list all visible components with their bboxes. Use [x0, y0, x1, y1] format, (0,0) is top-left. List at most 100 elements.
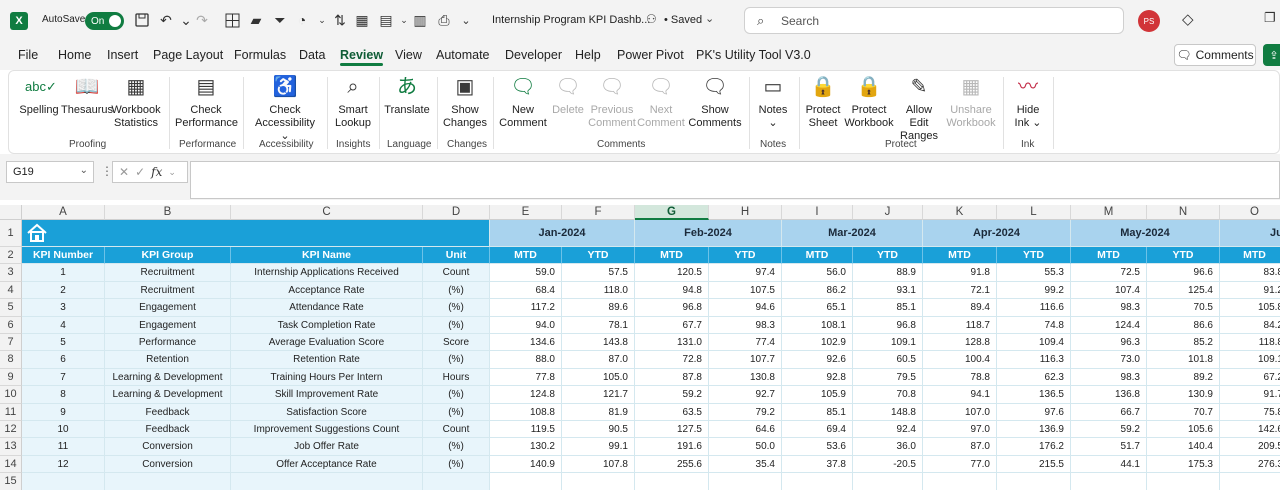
row-header[interactable]: 15 [0, 473, 22, 490]
table-cell[interactable]: 136.9 [997, 421, 1071, 439]
table-cell[interactable]: Conversion [105, 455, 231, 474]
column-header-k[interactable]: K [923, 205, 997, 220]
table-cell[interactable]: 72.1 [923, 281, 997, 300]
table-cell[interactable]: 140.9 [490, 455, 562, 474]
table-cell[interactable]: 60.5 [853, 351, 923, 369]
filter-icon[interactable]: ⏷ [274, 11, 286, 28]
borders-icon[interactable] [222, 10, 242, 30]
table-cell[interactable]: 108.8 [490, 403, 562, 421]
table-cell[interactable]: 70.8 [853, 386, 923, 404]
table-cell[interactable]: 79.2 [709, 403, 782, 421]
row-header[interactable]: 12 [0, 421, 22, 439]
table-cell[interactable]: Learning & Development [105, 386, 231, 404]
protect-sheet-button[interactable]: 🔒 Protect Sheet [803, 73, 843, 130]
name-box[interactable]: G19 ⌄ [6, 161, 94, 183]
table-cell[interactable]: 77.4 [709, 334, 782, 352]
empty-cell[interactable] [22, 473, 105, 490]
table-header-cell[interactable]: YTD [562, 247, 635, 265]
table-cell[interactable]: 6 [22, 351, 105, 369]
table-icon[interactable]: ▦ [355, 11, 369, 28]
table-cell[interactable]: 1 [22, 264, 105, 282]
table-cell[interactable]: 121.7 [562, 386, 635, 404]
previous-comment-button[interactable]: 🗨 Previous Comment [587, 73, 637, 130]
column-header-g[interactable]: G [635, 205, 709, 220]
table-cell[interactable]: 94.1 [923, 386, 997, 404]
table-cell[interactable]: 109.1 [1220, 351, 1280, 369]
table-cell[interactable]: 131.0 [635, 334, 709, 352]
table-cell[interactable]: 72.5 [1071, 264, 1147, 282]
calculator-dropdown-icon[interactable]: ⌄ [400, 14, 408, 25]
table-cell[interactable]: Count [423, 421, 490, 439]
table-cell[interactable]: Internship Applications Received [231, 264, 423, 282]
workbook-statistics-button[interactable]: ▦ Workbook Statistics [111, 73, 161, 130]
table-cell[interactable]: 87.0 [562, 351, 635, 369]
avatar[interactable]: PS [1138, 10, 1160, 32]
table-cell[interactable]: 97.6 [997, 403, 1071, 421]
row-header[interactable]: 7 [0, 334, 22, 352]
table-cell[interactable]: 59.2 [1071, 421, 1147, 439]
table-cell[interactable]: 65.1 [782, 299, 853, 317]
table-header-cell[interactable]: KPI Number [22, 247, 105, 265]
table-cell[interactable]: 12 [22, 455, 105, 474]
table-cell[interactable]: 120.5 [635, 264, 709, 282]
row-header[interactable]: 5 [0, 299, 22, 317]
month-header-cell[interactable]: May-2024 [1071, 220, 1220, 247]
table-cell[interactable]: 93.1 [853, 281, 923, 300]
table-cell[interactable]: Attendance Rate [231, 299, 423, 317]
table-cell[interactable]: 97.4 [709, 264, 782, 282]
check-performance-button[interactable]: ▤ Check Performance [175, 73, 238, 130]
table-cell[interactable]: Average Evaluation Score [231, 334, 423, 352]
table-cell[interactable]: 81.9 [562, 403, 635, 421]
table-cell[interactable]: 130.2 [490, 438, 562, 456]
table-cell[interactable]: 118.0 [562, 281, 635, 300]
form-icon[interactable]: ▥ [413, 11, 427, 28]
column-header-c[interactable]: C [231, 205, 423, 220]
column-header-h[interactable]: H [709, 205, 782, 220]
table-cell[interactable]: 124.4 [1071, 316, 1147, 334]
table-cell[interactable]: 96.8 [635, 299, 709, 317]
saved-status[interactable]: • Saved [664, 14, 703, 26]
row-header[interactable]: 3 [0, 264, 22, 282]
row-header[interactable]: 9 [0, 368, 22, 387]
table-cell[interactable]: 107.7 [709, 351, 782, 369]
row-header[interactable]: 2 [0, 247, 22, 265]
table-cell[interactable]: 10 [22, 421, 105, 439]
table-header-cell[interactable]: YTD [1147, 247, 1220, 265]
row-header[interactable]: 4 [0, 281, 22, 300]
empty-cell[interactable] [635, 473, 709, 490]
table-cell[interactable]: (%) [423, 455, 490, 474]
table-cell[interactable]: 77.8 [490, 368, 562, 387]
table-cell[interactable]: 107.8 [562, 455, 635, 474]
table-cell[interactable]: 53.6 [782, 438, 853, 456]
table-header-cell[interactable]: MTD [635, 247, 709, 265]
more-options-icon[interactable]: ⋮ [101, 164, 113, 178]
chart-icon[interactable]: ▰ [250, 11, 262, 28]
table-cell[interactable]: 86.6 [1147, 316, 1220, 334]
share-button[interactable]: ⇪ [1263, 44, 1280, 66]
table-cell[interactable]: (%) [423, 386, 490, 404]
table-cell[interactable]: (%) [423, 438, 490, 456]
table-cell[interactable]: 148.8 [853, 403, 923, 421]
tab-home[interactable]: Home [58, 48, 92, 62]
formula-input[interactable] [190, 161, 1280, 199]
month-header-cell[interactable]: Jan-2024 [490, 220, 635, 247]
protect-workbook-button[interactable]: 🔒 Protect Workbook [843, 73, 895, 130]
empty-cell[interactable] [782, 473, 853, 490]
table-cell[interactable]: Retention Rate [231, 351, 423, 369]
restore-window-icon[interactable]: ❐ [1264, 10, 1276, 25]
table-cell[interactable]: Recruitment [105, 264, 231, 282]
table-cell[interactable]: 44.1 [1071, 455, 1147, 474]
select-all-corner[interactable] [0, 205, 22, 220]
table-cell[interactable]: 78.1 [562, 316, 635, 334]
table-cell[interactable]: 119.5 [490, 421, 562, 439]
table-cell[interactable]: 64.6 [709, 421, 782, 439]
tab-data[interactable]: Data [299, 48, 326, 62]
home-icon[interactable] [26, 223, 48, 243]
table-cell[interactable]: (%) [423, 299, 490, 317]
table-cell[interactable]: 62.3 [997, 368, 1071, 387]
table-cell[interactable]: 92.7 [709, 386, 782, 404]
table-cell[interactable]: 70.5 [1147, 299, 1220, 317]
table-cell[interactable]: 96.8 [853, 316, 923, 334]
table-cell[interactable]: 105.9 [782, 386, 853, 404]
show-changes-button[interactable]: ▣ Show Changes [441, 73, 489, 130]
